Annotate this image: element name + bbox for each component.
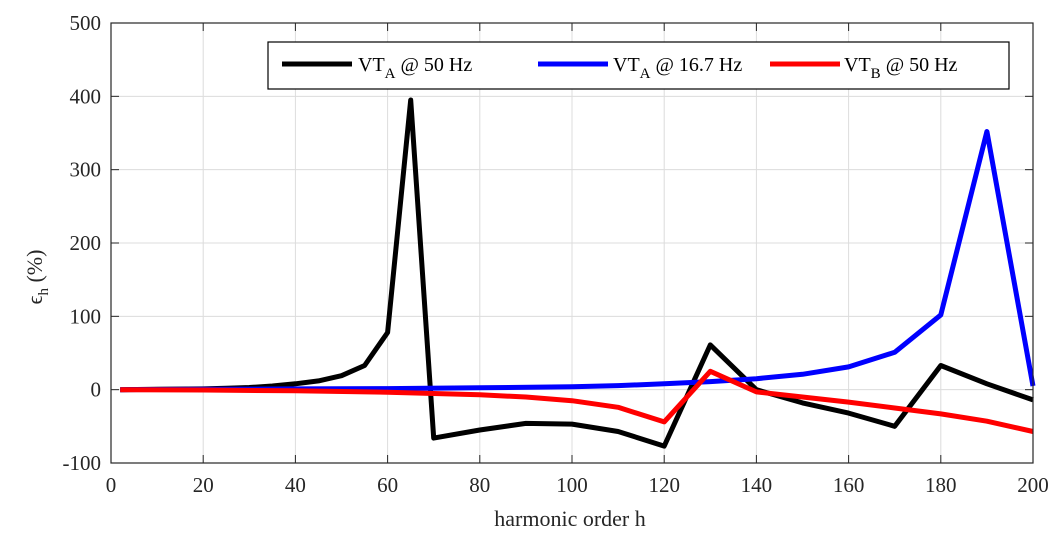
y-tick-label-3: 200 [70, 231, 102, 255]
x-tick-label-1: 20 [193, 473, 214, 497]
y-tick-label-2: 100 [70, 304, 102, 328]
y-tick-label-1: 0 [91, 378, 102, 402]
y-axis-label: ϵh (%) [22, 250, 52, 305]
x-tick-label-0: 0 [106, 473, 117, 497]
x-axis-label: harmonic order h [494, 506, 646, 531]
x-tick-label-10: 200 [1017, 473, 1049, 497]
y-axis-label-symbol: ϵ [22, 295, 47, 304]
legend-label-series-2: VTA @ 16.7 Hz [613, 54, 742, 82]
series-layer [120, 97, 1036, 449]
legend: VTA @ 50 Hz VTA @ 16.7 Hz VTB @ 50 Hz [267, 41, 1010, 90]
y-tick-label-4: 300 [70, 158, 102, 182]
x-tick-label-6: 120 [648, 473, 680, 497]
x-tick-label-7: 140 [741, 473, 773, 497]
y-axis-label-unit: (%) [22, 250, 47, 288]
legend-label-series-3: VTB @ 50 Hz [844, 54, 958, 82]
y-tick-label-0: -100 [63, 451, 102, 475]
svg-text:ϵh (%): ϵh (%) [22, 250, 52, 305]
x-tick-label-4: 80 [469, 473, 490, 497]
x-tick-label-9: 180 [925, 473, 957, 497]
x-tick-label-3: 60 [377, 473, 398, 497]
x-tick-label-8: 160 [833, 473, 865, 497]
x-tick-label-2: 40 [285, 473, 306, 497]
x-tick-label-5: 100 [556, 473, 588, 497]
y-tick-label-5: 400 [70, 84, 102, 108]
grid [111, 23, 1033, 463]
tick-labels: 0 20 40 60 80 100 120 140 160 180 200-100010020030… [63, 11, 1049, 497]
plot-frame [110, 22, 1034, 464]
y-tick-label-6: 500 [70, 11, 102, 35]
legend-box [267, 41, 1010, 90]
series-line-2 [120, 129, 1036, 393]
series-line-3 [120, 368, 1034, 434]
legend-label-series-1: VTA @ 50 Hz [358, 54, 472, 82]
y-axis-label-subscript: h [36, 288, 52, 296]
